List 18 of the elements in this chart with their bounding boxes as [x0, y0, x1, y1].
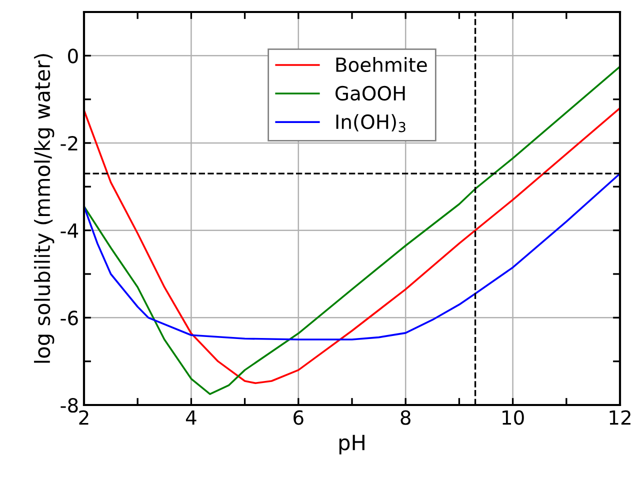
x-tick-label: 8	[400, 410, 410, 425]
y-axis-title: log solubility (mmol/kg water)	[34, 54, 54, 363]
x-tick-label: 6	[294, 410, 304, 425]
line-series	[84, 107, 620, 384]
y-tick-label: -8	[60, 398, 78, 413]
legend-label: Boehmite	[336, 57, 427, 72]
line-series	[84, 172, 620, 340]
x-tick-label: 2	[79, 410, 88, 425]
legend-label: GaOOH	[336, 86, 405, 101]
x-tick-label: 10	[502, 410, 524, 425]
y-tick-label: 0	[68, 48, 78, 64]
y-tick-label: -6	[60, 310, 78, 326]
x-tick-label: 4	[186, 410, 196, 425]
legend-label: In(OH)$_{3}$	[336, 114, 406, 132]
x-axis-title: pH	[339, 434, 364, 454]
y-tick-label: -4	[60, 224, 78, 238]
y-tick-label: -2	[60, 136, 78, 150]
x-tick-label: 12	[610, 410, 630, 425]
